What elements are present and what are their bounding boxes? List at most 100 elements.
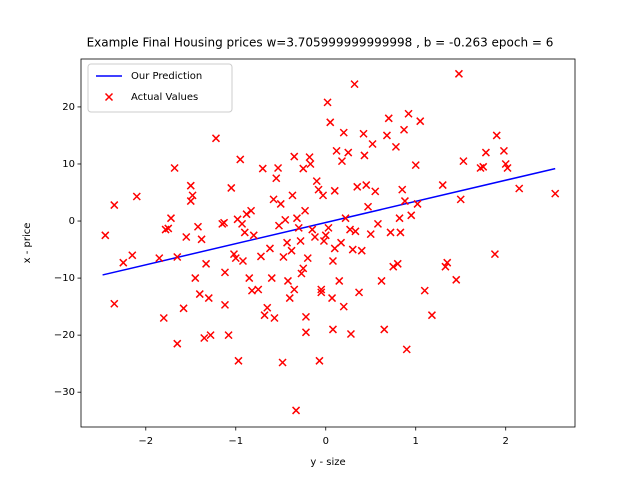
data-point (188, 191, 197, 200)
data-point (224, 331, 233, 340)
x-tick-label: 0 (323, 436, 329, 447)
data-point (247, 286, 256, 295)
data-point (326, 118, 335, 127)
data-point (283, 276, 292, 285)
data-point (386, 228, 395, 237)
x-tick-label: 2 (503, 436, 509, 447)
data-point (373, 219, 382, 228)
data-point (377, 276, 386, 285)
data-point (256, 252, 265, 261)
data-point (231, 254, 240, 263)
data-point (269, 195, 278, 204)
y-tick-label: 0 (69, 216, 75, 227)
data-point (173, 339, 182, 348)
data-point (281, 215, 290, 224)
data-point (193, 222, 203, 231)
prediction-line (102, 167, 556, 276)
data-point (159, 313, 168, 323)
data-point (314, 185, 323, 194)
data-point (411, 161, 420, 170)
data-point (492, 131, 501, 140)
data-point (301, 328, 310, 337)
x-tick-label: −2 (138, 436, 153, 447)
data-point (400, 125, 409, 134)
data-point (287, 246, 296, 255)
data-point (249, 231, 258, 240)
data-point (238, 256, 247, 266)
data-point (368, 139, 377, 149)
data-point (128, 251, 137, 260)
data-point (234, 356, 243, 365)
data-point (364, 202, 373, 211)
data-point (301, 206, 310, 215)
data-point (119, 258, 128, 267)
data-point (278, 358, 287, 367)
data-point (515, 184, 524, 193)
data-point (132, 192, 141, 201)
data-point (206, 331, 215, 340)
data-point (265, 244, 274, 253)
data-point (186, 181, 195, 190)
data-point (247, 206, 256, 215)
data-point (166, 214, 176, 223)
data-point (396, 228, 405, 237)
data-point (335, 276, 344, 285)
data-point (197, 235, 206, 244)
data-point (501, 159, 510, 169)
data-point (351, 227, 360, 236)
data-point (236, 155, 245, 164)
data-point (297, 269, 306, 278)
data-point (258, 164, 267, 173)
data-point (341, 214, 350, 223)
data-point (346, 225, 355, 234)
data-point (229, 250, 238, 259)
data-point (402, 345, 411, 354)
data-point (395, 214, 404, 223)
data-point (330, 186, 339, 195)
data-point (155, 254, 164, 263)
data-point (200, 333, 209, 343)
y-tick-label: −20 (54, 330, 75, 341)
data-point (319, 236, 328, 246)
data-point (110, 299, 119, 308)
data-point (274, 163, 283, 173)
data-point (346, 329, 355, 339)
data-point (350, 80, 359, 89)
data-point (242, 210, 251, 219)
data-point (292, 406, 301, 415)
data-point (328, 294, 337, 303)
data-point (299, 164, 308, 173)
data-point (267, 274, 276, 283)
data-point (499, 146, 508, 155)
data-point (170, 163, 179, 173)
data-point (274, 221, 283, 230)
data-point (186, 197, 195, 206)
data-point (173, 252, 182, 262)
data-point (195, 290, 204, 299)
data-point (389, 262, 398, 271)
data-point (391, 142, 400, 151)
legend-label: Actual Values (131, 92, 198, 103)
data-point (283, 238, 292, 247)
data-point (220, 218, 229, 227)
data-point (382, 131, 391, 140)
data-point (407, 211, 416, 220)
data-point (362, 181, 371, 190)
data-point (303, 254, 312, 263)
data-point (353, 182, 362, 191)
data-point (279, 252, 288, 262)
data-point (344, 148, 353, 157)
data-point (270, 313, 279, 323)
data-point (456, 195, 465, 204)
data-point (110, 201, 119, 210)
data-point (182, 232, 191, 242)
data-point (355, 288, 364, 297)
data-point (380, 325, 389, 334)
data-point (308, 225, 317, 234)
data-point (348, 245, 357, 254)
data-point (400, 197, 409, 206)
data-point (294, 223, 303, 232)
data-point (317, 288, 326, 297)
data-point (339, 302, 348, 311)
